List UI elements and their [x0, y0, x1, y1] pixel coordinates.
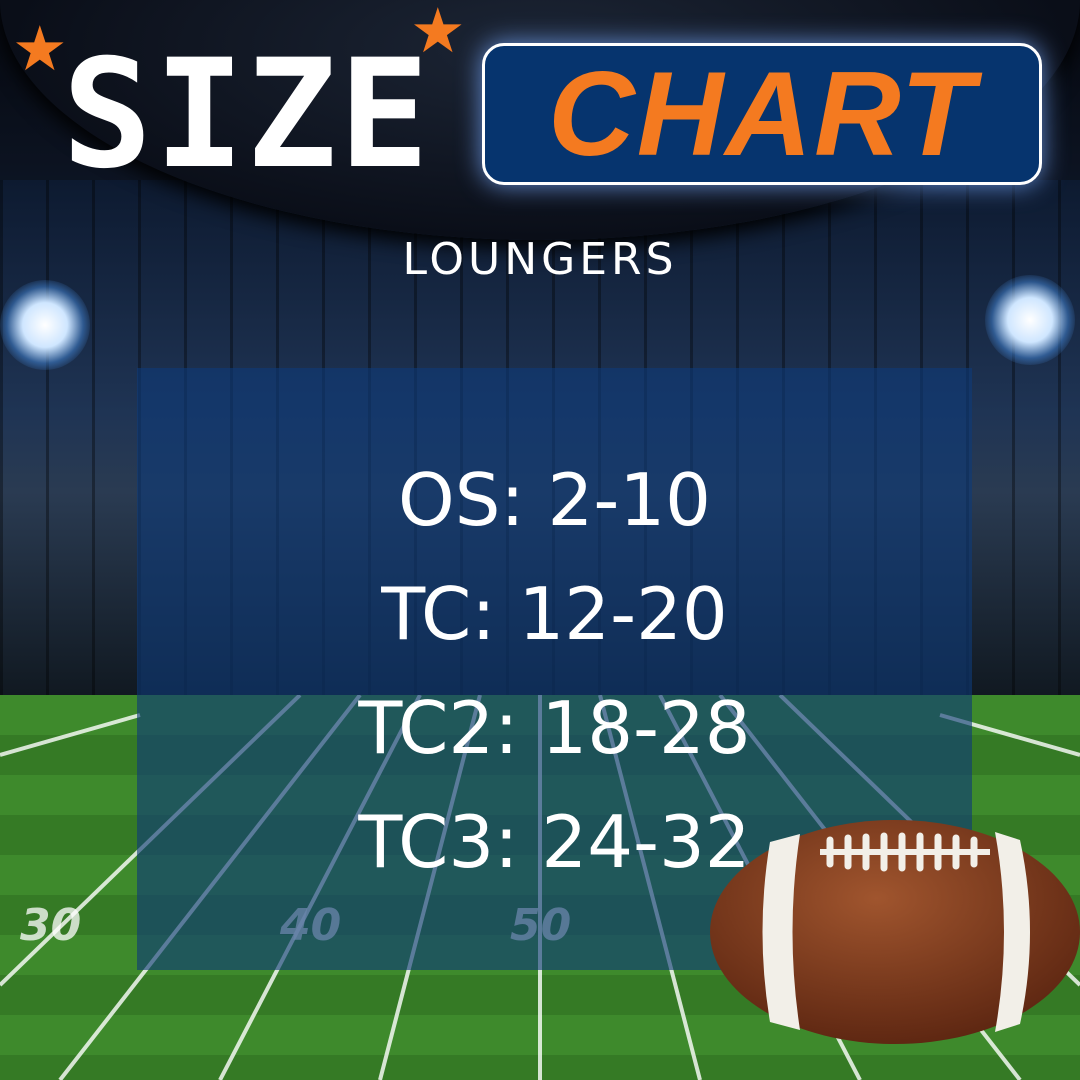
- floodlight-right: [985, 275, 1075, 365]
- title-chart: CHART: [548, 47, 976, 181]
- size-row: OS: 2-10: [398, 458, 711, 542]
- size-row: TC3: 24-32: [358, 800, 751, 884]
- football-icon: [710, 820, 1080, 1044]
- size-row: TC: 12-20: [381, 572, 728, 656]
- title-size: SIZE: [62, 28, 432, 202]
- floodlight-left: [0, 280, 90, 370]
- yard-number: 30: [20, 900, 82, 951]
- star-icon: ★: [12, 12, 68, 85]
- subtitle: LOUNGERS: [402, 234, 678, 285]
- size-row: TC2: 18-28: [358, 686, 751, 770]
- star-icon: ★: [410, 0, 466, 67]
- title-chart-box: CHART: [482, 43, 1042, 185]
